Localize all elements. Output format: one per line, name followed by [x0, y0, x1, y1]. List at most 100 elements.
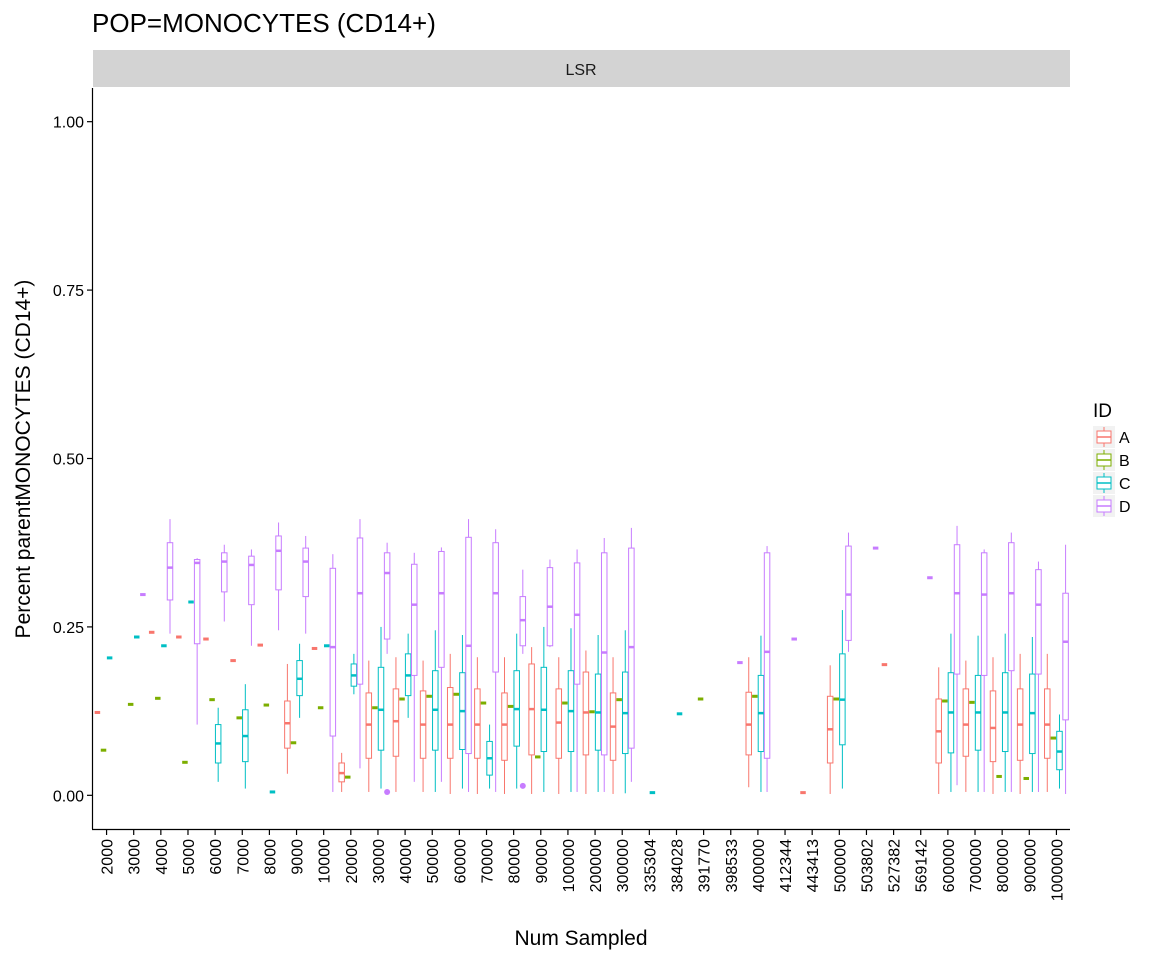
box-D-8000 — [275, 522, 282, 631]
box-C-50000 — [432, 630, 439, 792]
box-A-900000 — [1016, 653, 1024, 794]
chart-title: POP=MONOCYTES (CD14+) — [92, 8, 436, 38]
x-tick-label: 1000000 — [1049, 839, 1066, 901]
box-body — [492, 542, 499, 673]
box-C-7000 — [242, 684, 249, 789]
facet-strip-label: LSR — [565, 62, 596, 79]
box-A-500000 — [826, 665, 834, 794]
box-A-1000000 — [1044, 653, 1051, 792]
x-tick-label: 80000 — [507, 839, 524, 884]
box-C-20000 — [350, 653, 358, 695]
box-body — [248, 555, 255, 606]
box-C-90000 — [540, 626, 548, 792]
box-A-9000 — [284, 663, 291, 774]
box-body — [845, 545, 852, 641]
box-C-60000 — [459, 634, 466, 789]
x-tick-label: 7000 — [235, 839, 252, 875]
box-A-100000 — [555, 657, 563, 794]
box-body — [284, 700, 291, 749]
x-axis-ticks: 2000 3000 4000 5000 6000 7000 8000 9000 10000 200… — [100, 830, 1066, 901]
box-body — [166, 542, 174, 601]
box-D-300000 — [628, 527, 635, 782]
box-body — [953, 544, 961, 675]
box-body — [600, 552, 608, 756]
plot-area — [94, 519, 1069, 795]
box-C-600000 — [947, 633, 955, 792]
box-body — [1062, 592, 1069, 721]
box-D-200000 — [600, 537, 608, 792]
box-A-60000 — [446, 653, 454, 794]
box-D-60000 — [465, 519, 472, 792]
box-A-400000 — [745, 657, 752, 788]
box-D-400000 — [763, 546, 771, 792]
x-tick-label: 569142 — [914, 839, 931, 892]
box-body — [763, 552, 771, 759]
box-body — [980, 552, 988, 676]
x-tick-label: 200000 — [588, 839, 605, 892]
y-axis-title: Percent parentMONOCYTES (CD14+) — [12, 280, 35, 639]
box-D-600000 — [953, 525, 961, 786]
box-body — [302, 547, 309, 598]
box-A-30000 — [365, 660, 373, 792]
box-A-300000 — [609, 657, 617, 794]
x-tick-label: 10000 — [317, 839, 334, 884]
x-tick-label: 398533 — [724, 839, 741, 892]
x-tick-label: 300000 — [615, 839, 632, 892]
box-C-1000000 — [1056, 714, 1063, 789]
box-body — [1035, 569, 1042, 675]
box-D-20000 — [356, 519, 364, 769]
box-A-70000 — [474, 657, 481, 794]
x-tick-label: 391770 — [697, 839, 714, 892]
x-tick-label: 335304 — [642, 839, 659, 892]
box-D-7000 — [248, 549, 255, 646]
y-tick-label: 0.50 — [53, 452, 84, 469]
box-A-50000 — [419, 660, 427, 792]
box-D-1000000 — [1062, 544, 1069, 794]
box-D-700000 — [980, 549, 988, 792]
box-A-200000 — [582, 650, 590, 794]
x-tick-label: 5000 — [181, 839, 198, 875]
box-body — [193, 559, 201, 645]
box-D-30000 — [383, 542, 391, 654]
legend-title: ID — [1093, 401, 1112, 422]
box-body — [275, 535, 282, 591]
box-D-800000 — [1008, 532, 1015, 792]
legend-item-c: C — [1093, 472, 1131, 494]
box-A-800000 — [989, 657, 997, 794]
box-body — [383, 552, 391, 640]
box-A-90000 — [528, 647, 535, 794]
box-body — [392, 688, 400, 757]
box-D-4000 — [166, 519, 174, 634]
box-D-70000 — [492, 529, 499, 792]
box-D-5000 — [193, 558, 201, 725]
x-tick-label: 100000 — [561, 839, 578, 892]
box-C-700000 — [974, 635, 982, 792]
x-tick-label: 500000 — [832, 839, 849, 892]
legend-item-a: A — [1093, 426, 1130, 448]
x-axis-title: Num Sampled — [514, 927, 647, 950]
x-tick-label: 900000 — [1022, 839, 1039, 892]
x-tick-label: 90000 — [534, 839, 551, 884]
legend-item-b: B — [1093, 449, 1130, 471]
x-tick-label: 800000 — [995, 839, 1012, 892]
box-C-300000 — [622, 630, 629, 794]
legend-item-d: D — [1093, 495, 1131, 517]
x-tick-label: 50000 — [425, 839, 442, 884]
box-C-80000 — [513, 633, 520, 789]
box-C-9000 — [296, 643, 303, 718]
x-tick-label: 412344 — [778, 839, 795, 892]
box-body — [438, 550, 445, 668]
box-C-100000 — [567, 628, 575, 792]
x-tick-label: 2000 — [100, 839, 117, 875]
x-tick-label: 4000 — [154, 839, 171, 875]
box-D-80000 — [519, 569, 527, 654]
box-D-40000 — [411, 552, 418, 782]
box-C-500000 — [839, 610, 846, 789]
box-C-900000 — [1029, 637, 1036, 792]
box-D-90000 — [546, 559, 554, 648]
outlier-point — [519, 782, 526, 789]
box-C-800000 — [1001, 633, 1009, 792]
